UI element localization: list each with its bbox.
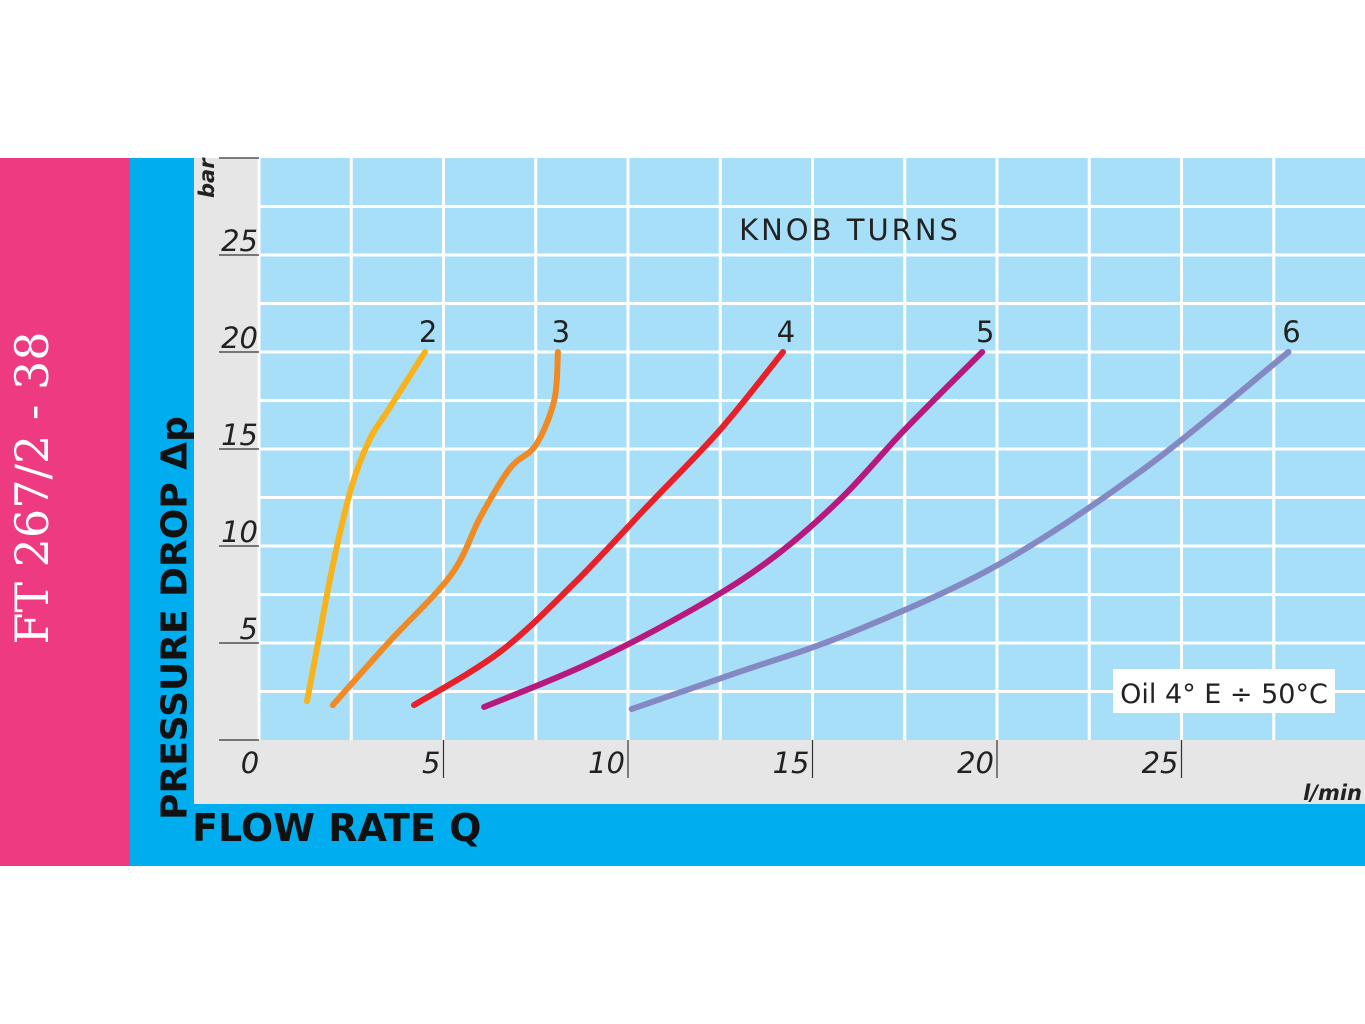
y-tick-label: 25	[221, 224, 258, 258]
series-label-3: 3	[552, 315, 570, 349]
series-line-4	[411, 349, 786, 709]
x-axis-band	[130, 804, 1365, 866]
series-label-5: 5	[976, 315, 994, 349]
series-label-6: 6	[1282, 315, 1300, 349]
series-label-2: 2	[419, 315, 437, 349]
y-unit-label: bar	[195, 157, 219, 198]
x-unit-label: l/min	[1303, 781, 1362, 805]
series-label-4: 4	[777, 315, 795, 349]
product-code-band: FT 267/2 - 38	[0, 158, 130, 866]
series-line-5	[481, 349, 986, 710]
annotation-box	[1113, 669, 1335, 713]
x-axis-title: FLOW RATE Q	[192, 806, 482, 850]
chart-title: KNOB TURNS	[739, 213, 961, 247]
x-tick-label: 25	[1142, 746, 1179, 780]
x-tick-label: 0	[241, 746, 259, 780]
x-tick-label: 5	[422, 746, 440, 780]
series-line-6	[628, 349, 1292, 712]
y-axis-band	[130, 158, 194, 804]
series-line-2	[304, 349, 428, 705]
series-line-3	[329, 349, 561, 709]
x-tick-label: 10	[588, 746, 625, 780]
x-tick-label: 20	[957, 746, 994, 780]
y-tick-label: 20	[221, 321, 258, 355]
y-tick-label: 5	[240, 612, 258, 646]
x-tick-label: 15	[773, 746, 810, 780]
y-tick-label: 15	[221, 418, 258, 452]
y-tick-label: 10	[221, 515, 258, 549]
annotation-text: Oil 4° E ÷ 50°C	[1120, 679, 1328, 710]
